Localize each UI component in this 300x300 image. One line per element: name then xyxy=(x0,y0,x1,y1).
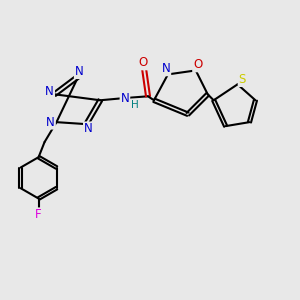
Text: N: N xyxy=(46,116,55,129)
Text: N: N xyxy=(121,92,129,105)
Text: N: N xyxy=(75,65,83,78)
Text: N: N xyxy=(45,85,54,98)
Text: S: S xyxy=(238,73,246,86)
Text: N: N xyxy=(84,122,93,135)
Text: O: O xyxy=(193,58,203,71)
Text: O: O xyxy=(139,56,148,69)
Text: N: N xyxy=(161,62,170,75)
Text: H: H xyxy=(131,100,139,110)
Text: F: F xyxy=(35,208,42,221)
